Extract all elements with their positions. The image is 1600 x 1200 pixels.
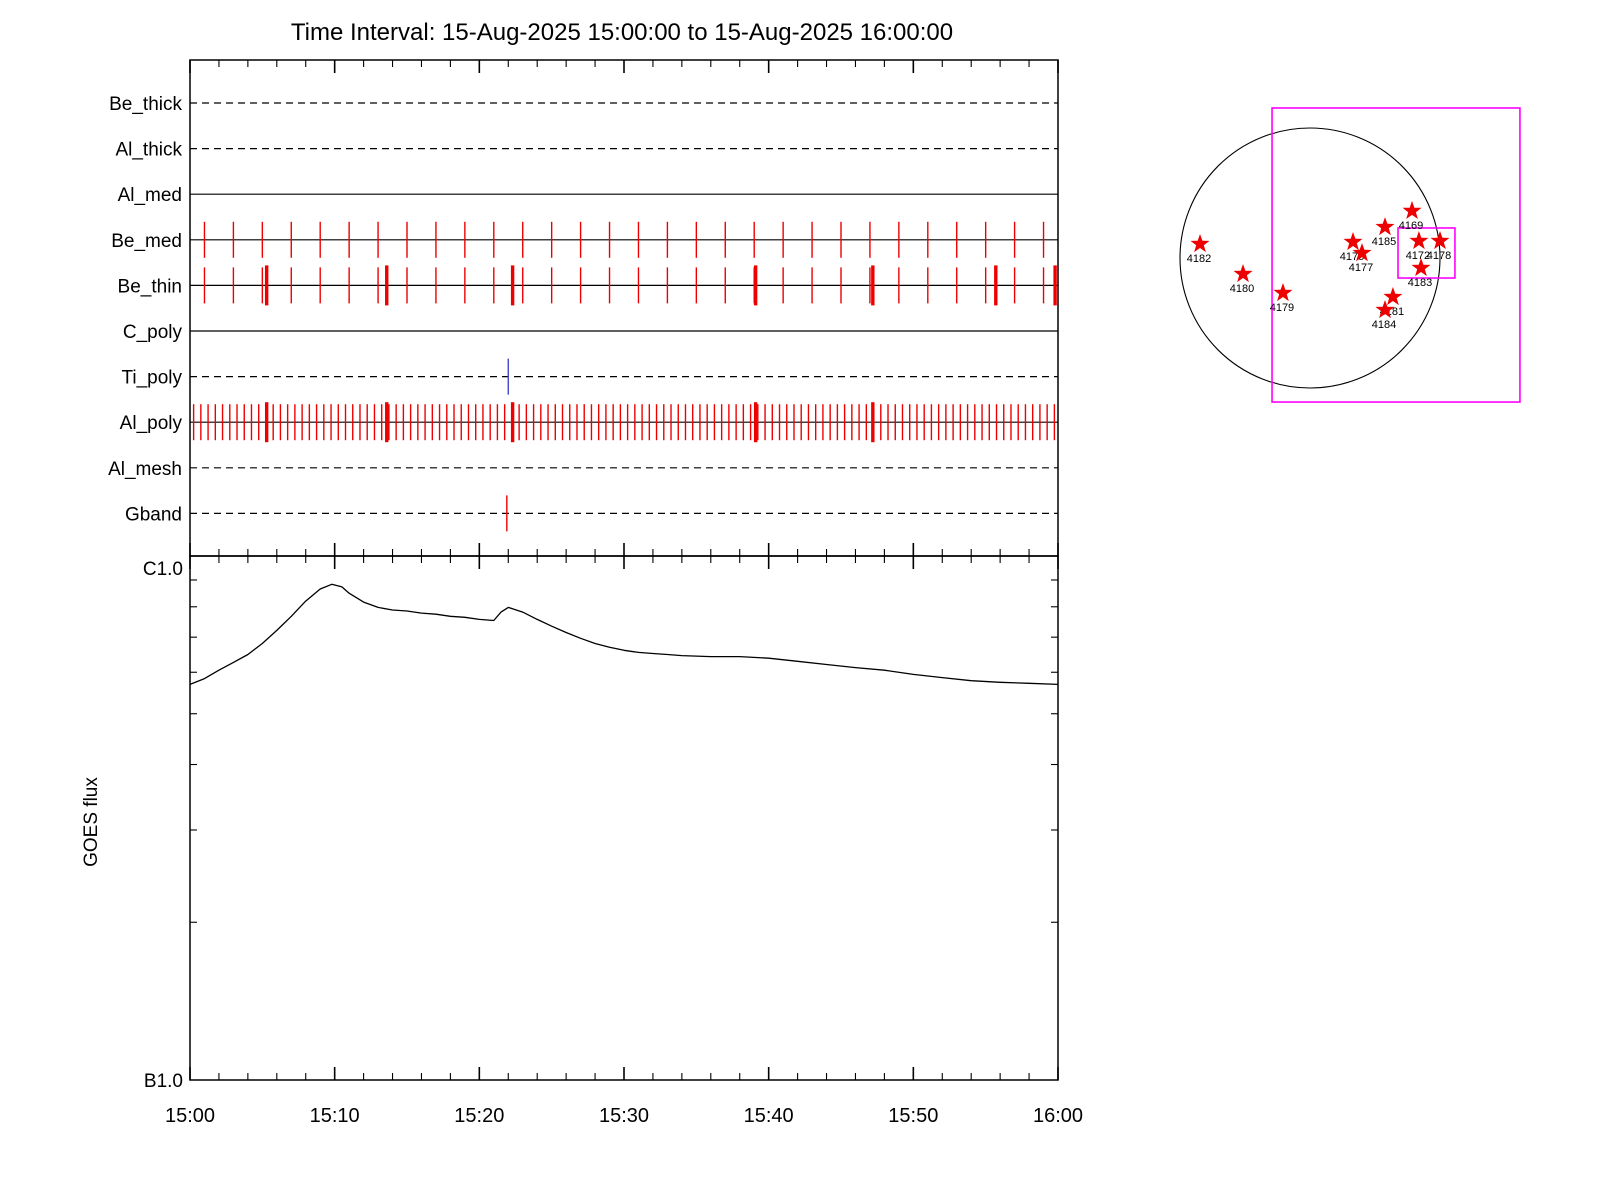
- active-region-label-4184: 4184: [1372, 319, 1396, 331]
- active-region-star-4181: [1383, 287, 1403, 306]
- channel-label-C_poly: C_poly: [123, 322, 183, 343]
- active-region-star-4177: [1352, 243, 1372, 262]
- channel-label-Al_poly: Al_poly: [120, 413, 183, 434]
- x-tick-label: 16:00: [1033, 1105, 1083, 1127]
- channel-label-Ti_poly: Ti_poly: [121, 368, 182, 389]
- active-region-label-4178: 4178: [1427, 250, 1451, 262]
- x-tick-label: 15:50: [888, 1105, 938, 1127]
- active-region-star-4180: [1233, 264, 1253, 283]
- channel-label-Be_thin: Be_thin: [118, 276, 182, 297]
- x-tick-label: 15:30: [599, 1105, 649, 1127]
- plot-title: Time Interval: 15-Aug-2025 15:00:00 to 1…: [291, 19, 953, 46]
- channel-label-Al_thick: Al_thick: [115, 140, 182, 161]
- active-region-star-4169: [1402, 200, 1422, 219]
- solar-limb: [1179, 127, 1441, 389]
- active-region-star-4178: [1430, 231, 1450, 250]
- active-region-label-4179: 4179: [1270, 302, 1294, 314]
- active-region-star-4182: [1190, 234, 1210, 253]
- active-region-star-4172: [1409, 231, 1429, 250]
- active-region-star-4183: [1411, 258, 1431, 277]
- x-tick-label: 15:00: [165, 1105, 215, 1127]
- active-region-star-4185: [1375, 217, 1395, 236]
- generated-plot-content: Be_thick Al_thick Al_med Be_med Be_thin C_pol…: [108, 59, 1521, 1127]
- channel-label-Al_med: Al_med: [118, 185, 182, 206]
- goes-ymin-label: B1.0: [144, 1071, 183, 1092]
- channel-label-Be_thick: Be_thick: [109, 94, 182, 115]
- goes-flux-curve: [189, 583, 1059, 686]
- fov-sub-rect: [1397, 227, 1456, 279]
- active-region-label-4183: 4183: [1408, 277, 1432, 289]
- active-region-label-4172: 4172: [1406, 250, 1430, 262]
- goes-y-axis-label: GOES flux: [81, 777, 102, 867]
- active-region-label-4182: 4182: [1187, 253, 1211, 265]
- active-region-label-4180: 4180: [1230, 283, 1254, 295]
- timeline-panel-frame: [189, 59, 1059, 557]
- channel-label-Al_mesh: Al_mesh: [108, 459, 182, 480]
- x-tick-label: 15:20: [454, 1105, 504, 1127]
- goes-panel-frame: [189, 555, 1059, 1081]
- active-region-star-4179: [1273, 283, 1293, 302]
- active-region-star-4184: [1375, 300, 1395, 319]
- channel-label-Gband: Gband: [125, 504, 182, 525]
- active-region-label-4177: 4177: [1349, 262, 1373, 274]
- x-tick-label: 15:10: [310, 1105, 360, 1127]
- goes-ymax-label: C1.0: [143, 559, 183, 580]
- channel-label-Be_med: Be_med: [111, 231, 182, 252]
- active-region-label-4169: 4169: [1399, 220, 1423, 232]
- active-region-star-4175: [1343, 232, 1363, 251]
- active-region-label-4185: 4185: [1372, 236, 1396, 248]
- fov-rect: [1271, 107, 1521, 403]
- x-tick-label: 15:40: [744, 1105, 794, 1127]
